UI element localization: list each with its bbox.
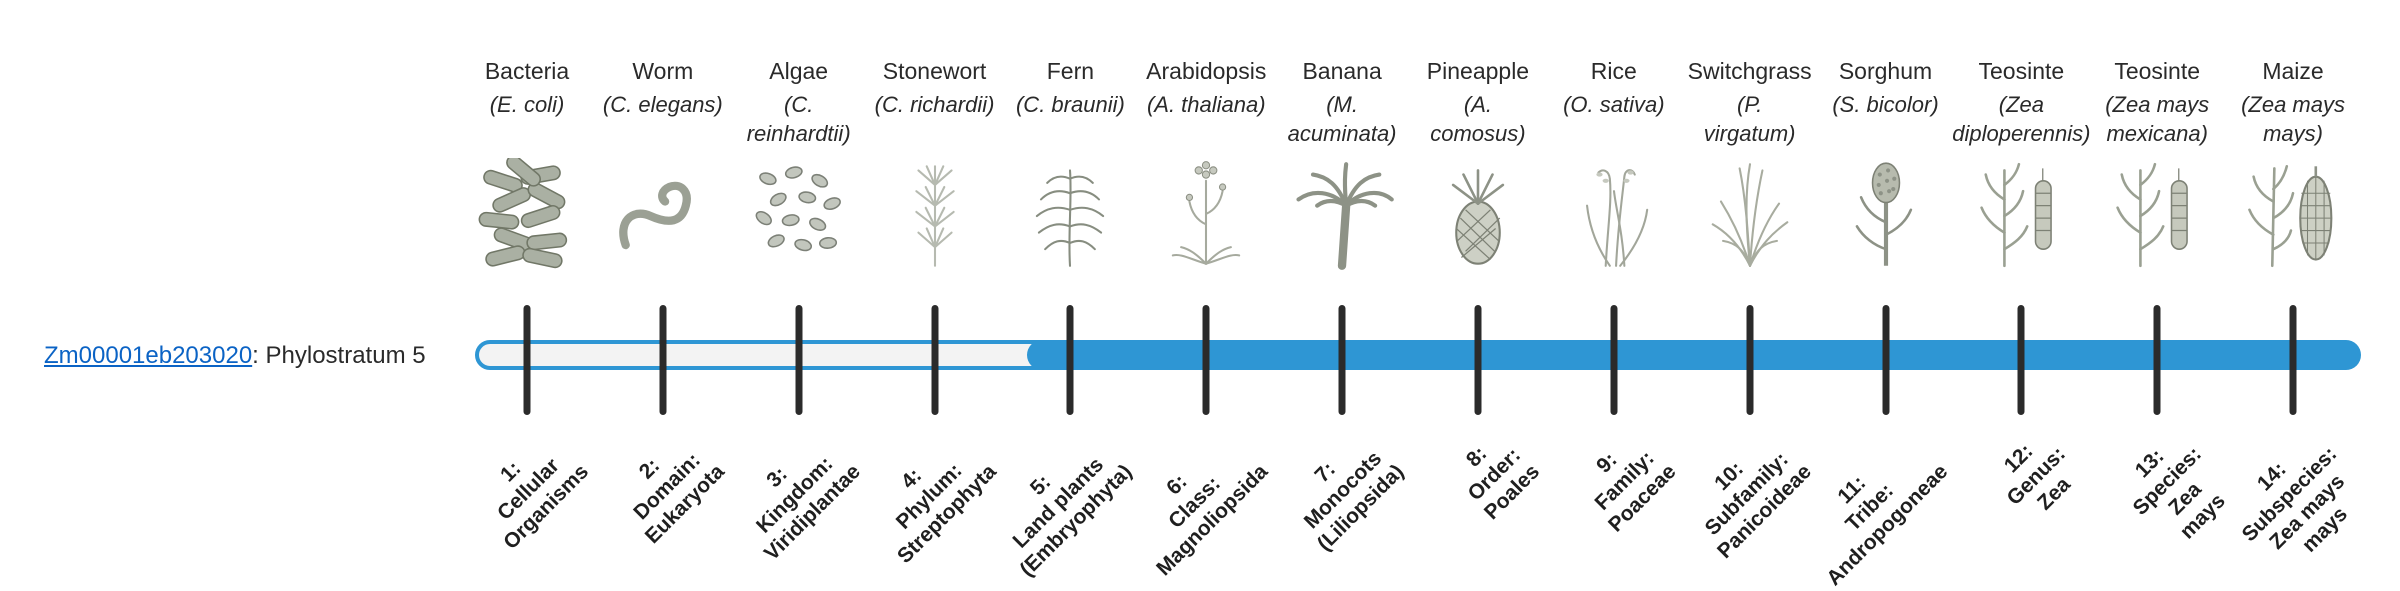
stratum-axis-label: 2: Domain: Eukaryota <box>629 448 730 549</box>
organism-name: Teosinte <box>2114 58 2201 84</box>
organism-name: Maize <box>2262 58 2324 84</box>
stratum-axis-label: 11: Tribe: Andropogoneae <box>1821 460 1952 591</box>
organism-column: Fern (C. braunii) <box>984 56 1156 272</box>
organism-name: Arabidopsis <box>1146 58 1267 84</box>
stratum-axis-label: 13: Species: Zea mays <box>2128 442 2230 544</box>
rice-illustration <box>1528 154 1700 272</box>
stratum-axis-label: 8: Order: Poales <box>1462 442 1545 525</box>
phylostratum-tick <box>795 305 803 415</box>
stratum-axis-label: 9: Family: Poaceae <box>1590 446 1681 537</box>
phylostratum-tick <box>1338 305 1346 415</box>
gene-id-link[interactable]: Zm00001eb203020 <box>44 342 253 369</box>
phylostratum-tick <box>1474 305 1482 415</box>
organism-column: Sorghum (S. bicolor) <box>1800 56 1972 272</box>
fern-illustration <box>984 154 1156 272</box>
organism-scientific-name: (M. acuminata) <box>1287 92 1397 146</box>
organism-name: Switchgrass <box>1687 58 1812 84</box>
phylostratum-tick <box>1746 305 1754 415</box>
organism-name: Sorghum <box>1838 58 1933 84</box>
organism-column: Algae (C. reinhardtii) <box>713 56 885 272</box>
track-filled-segment <box>1027 340 2361 370</box>
stratum-axis-label: 1: Cellular Organisms <box>493 453 594 554</box>
phylostratum-tick <box>1882 305 1889 415</box>
teosinte-illustration <box>2071 154 2243 272</box>
organism-scientific-name: (Zea mays mays) <box>2241 92 2345 146</box>
phylostratum-tick <box>659 305 667 415</box>
stratum-axis-label: 4: Phylum: Streptophyta <box>891 458 1001 568</box>
organism-column: Teosinte (Zea mays mexicana) <box>2071 56 2243 272</box>
phylostratum-tick <box>2017 305 2025 415</box>
organism-scientific-name: (A. thaliana) <box>1146 92 1266 117</box>
stratum-axis-label: 3: Kingdom: Viridiplantae <box>752 452 866 566</box>
organism-name: Worm <box>632 58 694 84</box>
organism-column: Banana (M. acuminata) <box>1256 56 1428 272</box>
teosinte-illustration <box>1935 154 2107 272</box>
phylostratum-tick <box>931 305 939 415</box>
stratum-axis-label: 7: Monocots (Liliopsida) <box>1299 446 1409 556</box>
phylostratum-text: : Phylostratum 5 <box>252 342 426 369</box>
organism-name: Algae <box>769 58 829 84</box>
organism-name: Fern <box>1046 58 1095 84</box>
organism-scientific-name: (A. comosus) <box>1430 92 1526 146</box>
organism-scientific-name: (E. coli) <box>489 92 565 117</box>
switchgrass-illustration <box>1664 154 1836 272</box>
organism-scientific-name: (C. reinhardtii) <box>746 92 851 146</box>
phylostratum-tick <box>1202 305 1210 415</box>
organism-column: Switchgrass (P. virgatum) <box>1664 56 1836 272</box>
organism-column: Worm (C. elegans) <box>577 56 749 272</box>
organism-column: Pineapple (A. comosus) <box>1392 56 1564 272</box>
phylostratum-tick <box>2289 305 2297 415</box>
organism-name: Banana <box>1302 58 1382 84</box>
stratum-axis-label: 5: Land plants (Embryophyta) <box>1008 453 1137 582</box>
organism-scientific-name: (S. bicolor) <box>1832 92 1939 117</box>
sorghum-illustration <box>1800 154 1972 272</box>
stratum-axis-label: 14: Subspecies: Zea mays mays <box>2237 442 2353 557</box>
phylostratum-tick <box>1610 305 1618 415</box>
phylostratum-tick <box>523 305 531 415</box>
algae-illustration <box>713 154 885 272</box>
organism-scientific-name: (P. virgatum) <box>1703 92 1796 146</box>
organism-name: Stonewort <box>882 58 987 84</box>
gene-phylostratum-label: Zm00001eb203020: Phylostratum 5 <box>44 342 426 370</box>
phylostratum-tick <box>2153 305 2161 415</box>
organism-column: Bacteria (E. coli) <box>441 56 613 272</box>
banana-illustration <box>1256 154 1428 272</box>
organism-scientific-name: (Zea mays mexicana) <box>2105 92 2210 146</box>
organism-name: Rice <box>1590 58 1637 84</box>
stratum-axis-label: 6: Class: Magnoliopsida <box>1152 460 1273 581</box>
organism-column: Arabidopsis (A. thaliana) <box>1120 56 1292 272</box>
organism-column: Maize (Zea mays mays) <box>2207 56 2379 272</box>
organism-scientific-name: (C. richardii) <box>874 92 995 117</box>
organism-name: Pineapple <box>1426 58 1530 84</box>
organism-scientific-name: (C. braunii) <box>1015 92 1125 117</box>
pineapple-illustration <box>1392 154 1564 272</box>
phylostratum-tick <box>1066 305 1074 415</box>
arabidopsis-illustration <box>1120 154 1292 272</box>
maize-illustration <box>2207 154 2379 272</box>
organism-column: Teosinte (Zea diploperennis) <box>1935 56 2107 272</box>
organism-scientific-name: (C. elegans) <box>602 92 723 117</box>
organism-scientific-name: (O. sativa) <box>1563 92 1665 117</box>
organism-scientific-name: (Zea diploperennis) <box>1952 92 2091 146</box>
worm-illustration <box>577 154 749 272</box>
organism-name: Teosinte <box>1978 58 2065 84</box>
organism-name: Bacteria <box>484 58 570 84</box>
organism-column: Stonewort (C. richardii) <box>849 56 1021 272</box>
bacteria-illustration <box>441 154 613 272</box>
stonewort-illustration <box>849 154 1021 272</box>
organism-column: Rice (O. sativa) <box>1528 56 1700 272</box>
stratum-axis-label: 12: Genus: Zea <box>1999 439 2075 515</box>
